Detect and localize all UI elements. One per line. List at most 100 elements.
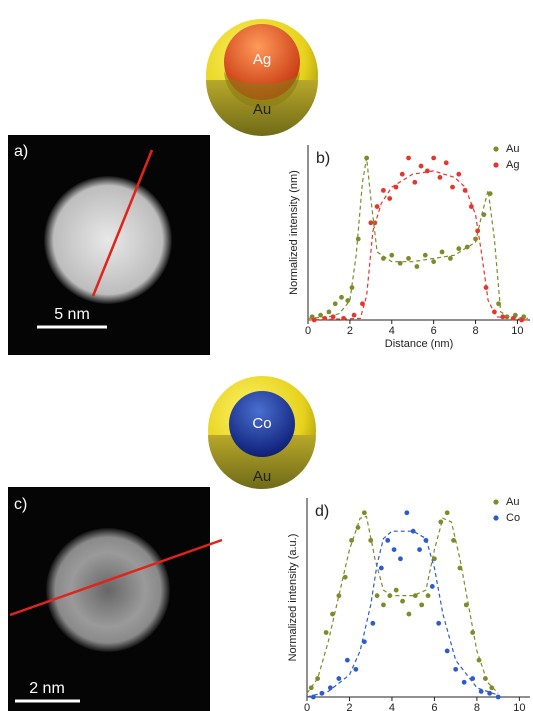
data-point	[370, 621, 375, 626]
data-point	[411, 529, 416, 534]
x-tick-label: 8	[472, 325, 478, 337]
data-point	[362, 639, 367, 644]
data-point	[333, 301, 338, 306]
data-point	[458, 566, 463, 571]
legend-label: Au	[506, 143, 519, 155]
legend-label: Co	[506, 512, 520, 524]
panel-label: b)	[316, 150, 330, 167]
schematic-co-au: Co Au	[208, 376, 316, 489]
data-point	[362, 510, 367, 515]
data-point	[413, 593, 418, 598]
x-axis-label: Distance (nm)	[385, 338, 453, 350]
micrograph-a: 5 nm a)	[8, 135, 210, 355]
data-point	[394, 185, 399, 190]
shell-label: Au	[253, 101, 271, 118]
data-point	[387, 593, 392, 598]
data-point	[336, 676, 341, 681]
x-tick-label: 6	[431, 325, 437, 337]
data-point	[448, 256, 453, 261]
data-point	[423, 253, 428, 258]
data-point	[322, 316, 327, 321]
data-point	[336, 593, 341, 598]
data-point	[406, 156, 411, 161]
data-point	[417, 547, 422, 552]
shell-label: Au	[253, 468, 271, 485]
data-point	[445, 510, 450, 515]
data-point	[350, 285, 355, 290]
schematic-ag-au: Ag Au	[206, 19, 318, 136]
data-point	[496, 695, 501, 700]
data-point	[352, 313, 357, 318]
data-point	[364, 156, 369, 161]
panel-label: c)	[14, 496, 27, 513]
x-tick-label: 8	[474, 702, 480, 711]
legend-marker	[493, 499, 498, 504]
data-point	[419, 164, 424, 169]
data-point	[375, 593, 380, 598]
data-point	[356, 237, 361, 242]
legend-marker	[493, 162, 498, 167]
data-point	[353, 667, 358, 672]
data-point	[489, 685, 494, 690]
data-point	[311, 695, 316, 700]
data-point	[360, 301, 365, 306]
data-point	[398, 261, 403, 266]
micrograph-c: 2 nm c)	[8, 487, 222, 711]
x-tick-label: 2	[346, 702, 352, 711]
data-point	[438, 175, 443, 180]
data-point	[328, 685, 333, 690]
scale-bar-label: 2 nm	[29, 680, 65, 697]
data-point	[407, 612, 412, 617]
data-point	[430, 584, 435, 589]
legend-marker	[493, 515, 498, 520]
data-point	[483, 676, 488, 681]
data-point	[425, 169, 430, 174]
y-axis-label: Normalized intensity (a.u.)	[287, 534, 299, 662]
data-point	[309, 685, 314, 690]
data-point	[400, 599, 405, 604]
data-point	[381, 602, 386, 607]
data-point	[385, 538, 390, 543]
data-point	[445, 649, 450, 654]
data-point	[415, 264, 420, 269]
data-point	[511, 316, 516, 321]
data-point	[406, 256, 411, 261]
data-point	[500, 314, 505, 319]
data-point	[381, 188, 386, 193]
data-point	[331, 314, 336, 319]
core-label: Co	[252, 415, 271, 432]
y-axis-label: Normalized intensity (nm)	[288, 170, 300, 295]
data-point	[343, 575, 348, 580]
data-point	[519, 318, 524, 323]
data-point	[424, 538, 429, 543]
x-tick-label: 10	[513, 702, 525, 711]
data-point	[477, 658, 482, 663]
data-point	[400, 172, 405, 177]
data-point	[465, 245, 470, 250]
data-point	[419, 602, 424, 607]
data-point	[453, 667, 458, 672]
data-point	[349, 538, 354, 543]
data-point	[496, 301, 501, 306]
panel-label: a)	[14, 143, 28, 160]
data-point	[330, 612, 335, 617]
data-point	[345, 298, 350, 303]
data-point	[379, 566, 384, 571]
data-point	[404, 510, 409, 515]
data-point	[339, 295, 344, 300]
core-label: Ag	[253, 51, 271, 68]
data-point	[436, 621, 441, 626]
data-point	[438, 520, 443, 525]
data-point	[431, 156, 436, 161]
data-point	[381, 256, 386, 261]
data-point	[462, 680, 467, 685]
data-point	[368, 538, 373, 543]
data-point	[431, 259, 436, 264]
data-point	[345, 658, 350, 663]
fit-line	[307, 531, 498, 697]
data-point	[324, 630, 329, 635]
data-point	[482, 212, 487, 217]
data-point	[473, 237, 478, 242]
data-point	[319, 691, 324, 696]
x-tick-label: 4	[389, 702, 395, 711]
